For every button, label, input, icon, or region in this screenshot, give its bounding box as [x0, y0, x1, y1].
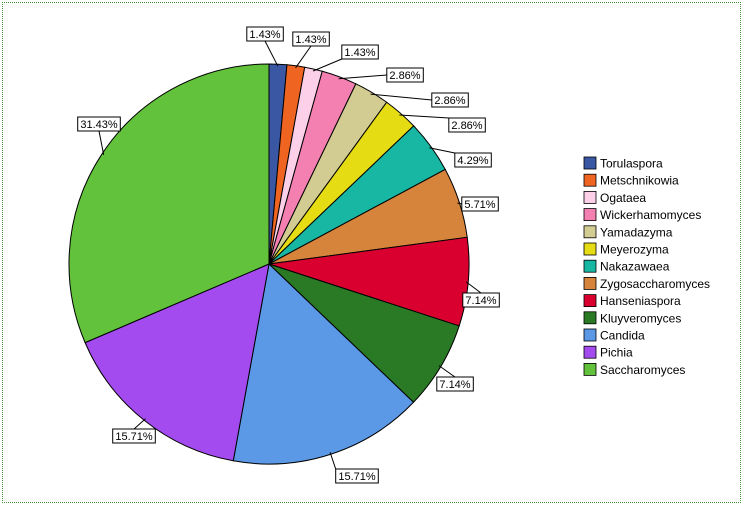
leader-line	[98, 130, 105, 155]
legend-swatch-yamadazyma	[583, 225, 597, 239]
data-label-yamadazyma: 2.86%	[434, 95, 465, 107]
data-label-box	[112, 428, 156, 444]
leader-line	[133, 418, 146, 430]
legend-label-hanseniaspora: Hanseniaspora	[600, 294, 681, 308]
data-label-metschnikowia: 1.43%	[295, 34, 326, 46]
leader-line	[295, 45, 312, 69]
legend-label-saccharomyces: Saccharomyces	[600, 363, 685, 377]
legend-label-meyerozyma: Meyerozyma	[600, 243, 669, 257]
legend-swatch-meyerozyma	[583, 242, 597, 256]
legend-label-wickerhamomyces: Wickerhamomyces	[600, 208, 701, 222]
data-label-nakazawaea: 4.29%	[457, 155, 488, 167]
data-label-box	[386, 67, 424, 83]
data-label-box	[461, 196, 499, 212]
pie-slices	[68, 63, 470, 465]
data-label-wickerhamomyces: 2.86%	[389, 70, 420, 82]
leader-line	[465, 281, 482, 294]
data-label-box	[341, 44, 379, 60]
legend-swatch-candida	[583, 328, 597, 342]
data-label-pichia: 15.71%	[115, 431, 153, 443]
legend-label-metschnikowia: Metschnikowia	[600, 174, 679, 188]
data-label-box	[246, 26, 284, 42]
legend-swatch-kluyveromyces	[583, 311, 597, 325]
leader-line	[429, 147, 455, 154]
legend-swatch-hanseniaspora	[583, 294, 597, 308]
data-label-ogataea: 1.43%	[344, 47, 375, 59]
legend-label-ogataea: Ogataea	[600, 191, 646, 205]
leader-line	[264, 40, 279, 67]
pie-slice-saccharomyces	[68, 63, 270, 344]
data-label-box	[335, 468, 379, 484]
legend-swatch-nakazawaea	[583, 259, 597, 273]
legend-label-nakazawaea: Nakazawaea	[600, 260, 670, 274]
leader-line	[312, 58, 342, 72]
leader-line	[338, 74, 387, 80]
data-label-box	[454, 152, 492, 168]
legend-label-candida: Candida	[600, 329, 645, 343]
data-label-box	[462, 292, 500, 308]
data-label-meyerozyma: 2.86%	[451, 120, 482, 132]
legend-swatch-pichia	[583, 345, 597, 359]
data-label-hanseniaspora: 7.14%	[465, 295, 496, 307]
legend-swatch-metschnikowia	[583, 173, 597, 187]
data-label-box	[448, 117, 486, 133]
legend-swatch-zygosaccharomyces	[583, 276, 597, 290]
leader-line	[370, 93, 432, 101]
legend-swatch-wickerhamomyces	[583, 208, 597, 222]
data-label-box	[292, 31, 330, 47]
leader-line	[457, 202, 462, 205]
data-label-candida: 15.71%	[338, 471, 376, 483]
legend-label-yamadazyma: Yamadazyma	[600, 225, 673, 239]
data-label-saccharomyces: 31.43%	[80, 119, 118, 131]
legend-label-pichia: Pichia	[600, 346, 633, 360]
legend-label-torulaspora: Torulaspora	[600, 157, 663, 171]
data-labels: 1.43% 1.43% 1.43% 2.86% 2.86% 2.86% 4.29% 5.71%…	[77, 26, 500, 484]
legend-swatch-torulaspora	[583, 156, 597, 170]
leader-line	[399, 114, 449, 119]
legend-swatch-saccharomyces	[583, 362, 597, 376]
data-label-kluyveromyces: 7.14%	[439, 379, 470, 391]
data-label-zygosaccharomyces: 5.71%	[464, 199, 495, 211]
legend-swatch-ogataea	[583, 190, 597, 204]
legend-label-zygosaccharomyces: Zygosaccharomyces	[600, 277, 710, 291]
data-label-box	[77, 116, 121, 132]
data-label-torulaspora: 1.43%	[249, 29, 280, 41]
leader-line	[438, 365, 456, 378]
legend-label-kluyveromyces: Kluyveromyces	[600, 311, 681, 325]
data-label-box	[436, 376, 474, 392]
data-label-box	[431, 92, 469, 108]
legend: Torulaspora Metschnikowia Ogataea Wickerham…	[583, 156, 710, 377]
leader-line	[329, 452, 337, 470]
